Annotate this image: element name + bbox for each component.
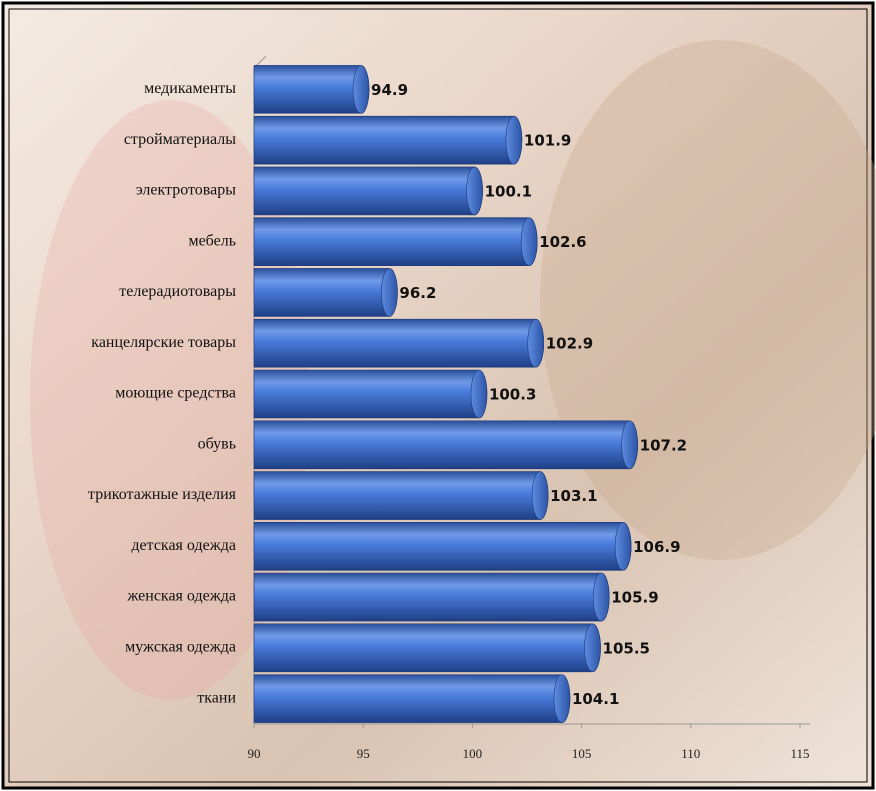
bar-cap <box>553 674 571 723</box>
y-tick-label: канцелярские товары <box>91 334 236 351</box>
bar <box>253 115 523 165</box>
bar-cap <box>531 471 549 520</box>
y-tick-label: ткани <box>197 689 236 706</box>
background-photo <box>30 100 310 700</box>
y-tick-label: стройматериалы <box>124 131 236 148</box>
bar <box>253 369 488 419</box>
y-tick-label: мужская одежда <box>125 639 236 656</box>
bar <box>253 522 632 571</box>
x-tick-label: 95 <box>357 746 370 761</box>
value-label: 100.1 <box>485 182 532 200</box>
bar <box>253 471 549 520</box>
bar-cap <box>592 572 610 622</box>
value-label: 107.2 <box>640 436 687 454</box>
y-tick-label: трикотажные изделия <box>88 486 237 503</box>
y-tick-label: мебель <box>188 232 236 249</box>
y-tick-label: телерадиотовары <box>119 283 236 300</box>
bar-cap <box>466 166 483 216</box>
value-label: 106.9 <box>633 538 680 556</box>
bar <box>253 420 638 470</box>
bar <box>253 674 571 723</box>
bar-cap <box>470 369 488 419</box>
y-tick-label: женская одежда <box>126 588 236 605</box>
x-tick-label: 90 <box>248 746 261 761</box>
x-tick-label: 110 <box>681 746 700 761</box>
y-tick-label: детская одежда <box>131 537 236 554</box>
value-label: 105.9 <box>611 589 658 607</box>
value-label: 103.1 <box>550 487 597 505</box>
inner-frame <box>8 8 868 783</box>
value-label: 100.3 <box>489 386 536 404</box>
bar <box>253 318 545 368</box>
bar-cap <box>614 522 632 571</box>
bar-cap <box>621 420 638 470</box>
bar <box>253 166 483 216</box>
bar-cap <box>520 217 538 266</box>
bar <box>253 268 398 317</box>
y-tick-label: медикаменты <box>144 80 236 97</box>
bar <box>253 65 370 114</box>
bar <box>253 217 538 266</box>
x-tick-label: 105 <box>572 746 592 761</box>
x-tick-label: 115 <box>790 746 809 761</box>
bar <box>253 623 601 673</box>
value-label: 104.1 <box>572 690 619 708</box>
bar-cap <box>352 65 370 114</box>
bar <box>253 572 610 622</box>
value-label: 102.9 <box>546 335 593 353</box>
x-tick-label: 100 <box>463 746 483 761</box>
value-label: 96.2 <box>399 284 436 302</box>
value-label: 105.5 <box>603 639 650 657</box>
value-label: 102.6 <box>539 233 586 251</box>
bar-cap <box>505 115 523 165</box>
bar-cap <box>584 623 601 673</box>
value-label: 94.9 <box>371 81 408 99</box>
bar-cap <box>527 318 545 368</box>
y-tick-label: обувь <box>198 435 236 452</box>
y-tick-label: моющие средства <box>115 385 236 402</box>
y-tick-label: электротовары <box>136 182 236 199</box>
value-label: 101.9 <box>524 132 571 150</box>
bar-cap <box>381 268 398 317</box>
